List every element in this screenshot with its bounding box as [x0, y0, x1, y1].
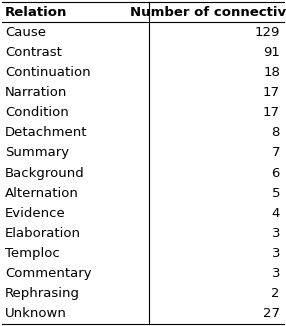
- Text: 27: 27: [263, 307, 280, 320]
- Text: 17: 17: [263, 106, 280, 119]
- Text: Rephrasing: Rephrasing: [5, 287, 80, 300]
- Text: 18: 18: [263, 66, 280, 79]
- Text: Evidence: Evidence: [5, 207, 66, 220]
- Text: Unknown: Unknown: [5, 307, 67, 320]
- Text: 91: 91: [263, 46, 280, 59]
- Text: Temploc: Temploc: [5, 247, 60, 260]
- Text: 7: 7: [271, 146, 280, 159]
- Text: Summary: Summary: [5, 146, 69, 159]
- Text: 6: 6: [272, 167, 280, 180]
- Text: Cause: Cause: [5, 26, 46, 39]
- Text: Elaboration: Elaboration: [5, 227, 81, 240]
- Text: 4: 4: [272, 207, 280, 220]
- Text: 3: 3: [271, 247, 280, 260]
- Text: Commentary: Commentary: [5, 267, 92, 280]
- Text: Contrast: Contrast: [5, 46, 62, 59]
- Text: Condition: Condition: [5, 106, 69, 119]
- Text: 8: 8: [272, 126, 280, 139]
- Text: Continuation: Continuation: [5, 66, 91, 79]
- Text: Detachment: Detachment: [5, 126, 88, 139]
- Text: 3: 3: [271, 227, 280, 240]
- Text: 129: 129: [255, 26, 280, 39]
- Text: 2: 2: [271, 287, 280, 300]
- Text: Relation: Relation: [5, 6, 67, 19]
- Text: Alternation: Alternation: [5, 187, 79, 200]
- Text: 3: 3: [271, 267, 280, 280]
- Text: 17: 17: [263, 86, 280, 99]
- Text: Number of connectives: Number of connectives: [130, 6, 286, 19]
- Text: 5: 5: [271, 187, 280, 200]
- Text: Narration: Narration: [5, 86, 67, 99]
- Text: Background: Background: [5, 167, 85, 180]
